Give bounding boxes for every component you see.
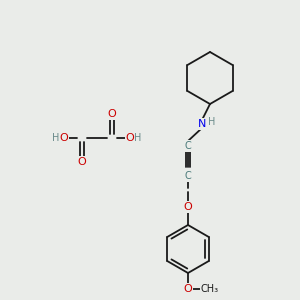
Text: CH₃: CH₃ bbox=[201, 284, 219, 294]
Text: C: C bbox=[184, 171, 191, 181]
Text: O: O bbox=[108, 109, 116, 119]
Text: H: H bbox=[52, 133, 60, 143]
Text: H: H bbox=[134, 133, 142, 143]
Text: C: C bbox=[184, 141, 191, 151]
Text: O: O bbox=[184, 202, 192, 212]
Text: O: O bbox=[126, 133, 134, 143]
Text: O: O bbox=[60, 133, 68, 143]
Text: N: N bbox=[198, 119, 206, 129]
Text: O: O bbox=[78, 157, 86, 167]
Text: O: O bbox=[184, 284, 192, 294]
Text: H: H bbox=[208, 117, 216, 127]
